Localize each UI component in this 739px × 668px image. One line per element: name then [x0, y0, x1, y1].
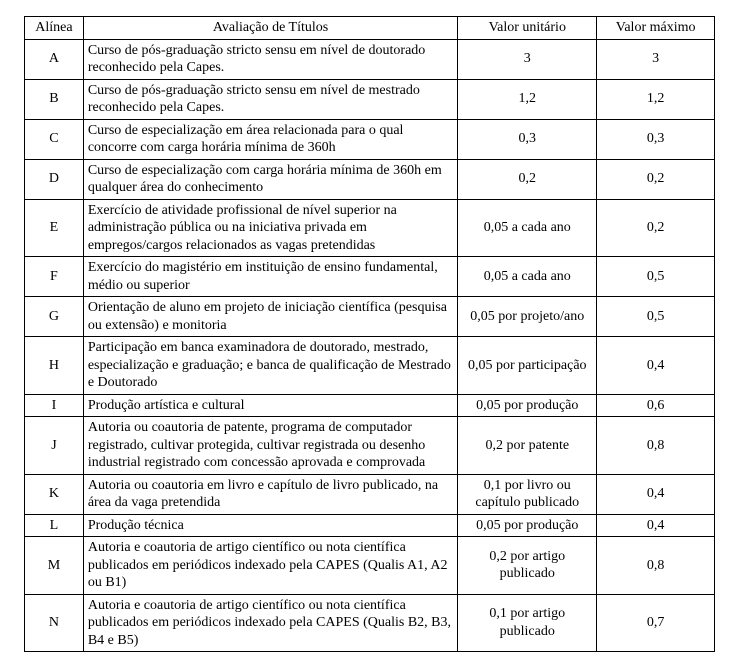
cell-alinea: E — [25, 199, 84, 257]
cell-avaliacao: Autoria ou coautoria de patente, program… — [83, 417, 457, 475]
cell-avaliacao: Autoria e coautoria de artigo científico… — [83, 537, 457, 595]
cell-avaliacao: Orientação de aluno em projeto de inicia… — [83, 297, 457, 337]
col-header-unit: Valor unitário — [458, 17, 597, 40]
cell-unit: 0,1 por artigo publicado — [458, 594, 597, 652]
table-row: GOrientação de aluno em projeto de inici… — [25, 297, 715, 337]
cell-alinea: F — [25, 257, 84, 297]
cell-unit: 0,2 por patente — [458, 417, 597, 475]
cell-unit: 0,3 — [458, 119, 597, 159]
cell-avaliacao: Participação em banca examinadora de dou… — [83, 337, 457, 395]
cell-avaliacao: Curso de pós-graduação stricto sensu em … — [83, 39, 457, 79]
cell-max: 0,6 — [597, 394, 715, 417]
page: Alínea Avaliação de Títulos Valor unitár… — [0, 0, 739, 668]
table-body: ACurso de pós-graduação stricto sensu em… — [25, 39, 715, 652]
cell-unit: 0,2 — [458, 159, 597, 199]
cell-avaliacao: Curso de especialização em área relacion… — [83, 119, 457, 159]
table-row: MAutoria e coautoria de artigo científic… — [25, 537, 715, 595]
col-header-alinea: Alínea — [25, 17, 84, 40]
cell-avaliacao: Produção técnica — [83, 514, 457, 537]
table-row: ACurso de pós-graduação stricto sensu em… — [25, 39, 715, 79]
cell-max: 0,4 — [597, 474, 715, 514]
table-head: Alínea Avaliação de Títulos Valor unitár… — [25, 17, 715, 40]
cell-alinea: D — [25, 159, 84, 199]
cell-alinea: A — [25, 39, 84, 79]
cell-max: 0,2 — [597, 159, 715, 199]
cell-alinea: C — [25, 119, 84, 159]
cell-max: 0,7 — [597, 594, 715, 652]
cell-unit: 0,2 por artigo publicado — [458, 537, 597, 595]
cell-max: 0,5 — [597, 297, 715, 337]
cell-max: 0,8 — [597, 417, 715, 475]
cell-avaliacao: Produção artística e cultural — [83, 394, 457, 417]
cell-max: 0,2 — [597, 199, 715, 257]
cell-alinea: H — [25, 337, 84, 395]
cell-unit: 0,05 por participação — [458, 337, 597, 395]
cell-unit: 0,05 a cada ano — [458, 199, 597, 257]
cell-avaliacao: Autoria ou coautoria em livro e capítulo… — [83, 474, 457, 514]
cell-unit: 0,1 por livro ou capítulo publicado — [458, 474, 597, 514]
col-header-avaliacao: Avaliação de Títulos — [83, 17, 457, 40]
table-row: FExercício do magistério em instituição … — [25, 257, 715, 297]
cell-unit: 1,2 — [458, 79, 597, 119]
cell-avaliacao: Autoria e coautoria de artigo científico… — [83, 594, 457, 652]
cell-alinea: J — [25, 417, 84, 475]
avaliacao-titulos-table: Alínea Avaliação de Títulos Valor unitár… — [24, 16, 715, 652]
cell-unit: 0,05 a cada ano — [458, 257, 597, 297]
cell-max: 0,4 — [597, 337, 715, 395]
cell-unit: 0,05 por produção — [458, 394, 597, 417]
table-row: IProdução artística e cultural0,05 por p… — [25, 394, 715, 417]
cell-alinea: K — [25, 474, 84, 514]
cell-unit: 3 — [458, 39, 597, 79]
table-row: EExercício de atividade profissional de … — [25, 199, 715, 257]
table-row: KAutoria ou coautoria em livro e capítul… — [25, 474, 715, 514]
table-row: LProdução técnica0,05 por produção0,4 — [25, 514, 715, 537]
cell-avaliacao: Exercício de atividade profissional de n… — [83, 199, 457, 257]
cell-alinea: I — [25, 394, 84, 417]
cell-alinea: N — [25, 594, 84, 652]
table-row: CCurso de especialização em área relacio… — [25, 119, 715, 159]
cell-max: 0,3 — [597, 119, 715, 159]
cell-alinea: B — [25, 79, 84, 119]
cell-alinea: M — [25, 537, 84, 595]
table-row: BCurso de pós-graduação stricto sensu em… — [25, 79, 715, 119]
cell-avaliacao: Curso de especialização com carga horári… — [83, 159, 457, 199]
cell-max: 1,2 — [597, 79, 715, 119]
cell-max: 0,8 — [597, 537, 715, 595]
col-header-max: Valor máximo — [597, 17, 715, 40]
table-row: HParticipação em banca examinadora de do… — [25, 337, 715, 395]
cell-max: 3 — [597, 39, 715, 79]
cell-avaliacao: Exercício do magistério em instituição d… — [83, 257, 457, 297]
cell-max: 0,4 — [597, 514, 715, 537]
table-row: NAutoria e coautoria de artigo científic… — [25, 594, 715, 652]
cell-avaliacao: Curso de pós-graduação stricto sensu em … — [83, 79, 457, 119]
table-row: JAutoria ou coautoria de patente, progra… — [25, 417, 715, 475]
table-header-row: Alínea Avaliação de Títulos Valor unitár… — [25, 17, 715, 40]
cell-alinea: L — [25, 514, 84, 537]
cell-unit: 0,05 por projeto/ano — [458, 297, 597, 337]
table-row: DCurso de especialização com carga horár… — [25, 159, 715, 199]
cell-alinea: G — [25, 297, 84, 337]
cell-max: 0,5 — [597, 257, 715, 297]
cell-unit: 0,05 por produção — [458, 514, 597, 537]
